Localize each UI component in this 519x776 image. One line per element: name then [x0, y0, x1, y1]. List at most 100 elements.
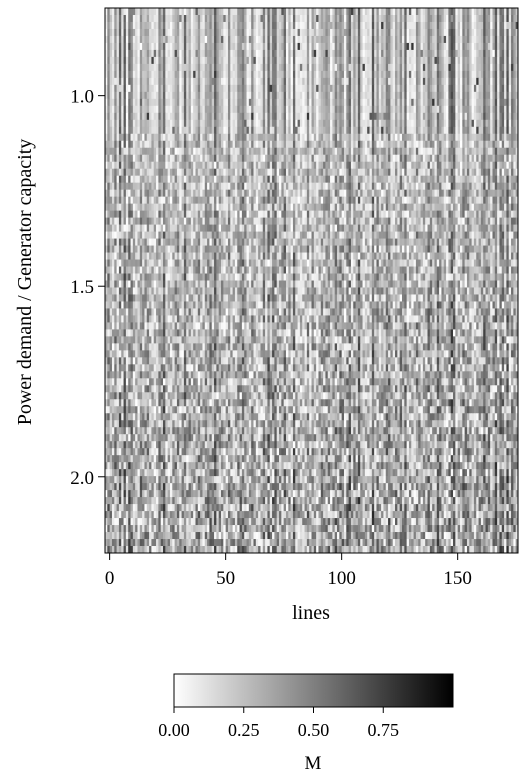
heatmap-cell	[401, 105, 405, 114]
heatmap-cell	[513, 8, 517, 16]
heatmap-cell	[269, 91, 273, 100]
heatmap-cell	[436, 154, 440, 163]
heatmap-cell	[392, 105, 396, 114]
heatmap-cell	[137, 91, 141, 100]
heatmap-cell	[429, 14, 433, 23]
heatmap-cell	[309, 182, 312, 191]
heatmap-cell	[411, 154, 414, 163]
heatmap-cell	[415, 168, 419, 177]
heatmap-cell	[227, 91, 231, 100]
heatmap-cell	[330, 56, 333, 65]
heatmap-cell	[381, 189, 384, 198]
heatmap-cell	[350, 175, 354, 184]
heatmap-cell	[388, 175, 391, 184]
heatmap-cell	[176, 168, 180, 177]
heatmap-cell	[383, 42, 387, 51]
heatmap-cell	[281, 140, 285, 149]
heatmap-cell	[376, 189, 380, 198]
heatmap-cell	[274, 182, 278, 191]
heatmap-cell	[297, 133, 301, 142]
heatmap-cell	[299, 35, 303, 44]
heatmap-cell	[457, 63, 461, 72]
heatmap-cell	[309, 189, 312, 198]
heatmap-cell	[469, 175, 472, 184]
heatmap-cell	[399, 133, 403, 142]
heatmap-cell	[221, 8, 224, 16]
heatmap-cell	[292, 189, 296, 198]
heatmap-cell	[471, 35, 475, 44]
heatmap-cell	[325, 84, 329, 93]
heatmap-cell	[397, 189, 401, 198]
heatmap-cell	[413, 168, 417, 177]
heatmap-cell	[392, 189, 396, 198]
heatmap-cell	[499, 147, 503, 156]
heatmap-cell	[490, 182, 493, 191]
heatmap-cell	[176, 147, 180, 156]
heatmap-cell	[323, 105, 326, 114]
heatmap-cell	[395, 8, 398, 16]
heatmap-cell	[462, 126, 466, 135]
heatmap-cell	[515, 168, 519, 177]
heatmap-cell	[483, 63, 486, 72]
heatmap-cell	[339, 140, 343, 149]
heatmap-cell	[172, 189, 176, 198]
heatmap-cell	[455, 91, 459, 100]
heatmap-cell	[125, 189, 129, 198]
heatmap-cell	[367, 98, 370, 107]
heatmap-cell	[353, 133, 356, 142]
heatmap-cell	[144, 175, 148, 184]
heatmap-cell	[156, 77, 159, 86]
heatmap-cell	[109, 63, 113, 72]
heatmap-cell	[432, 126, 435, 135]
heatmap-cell	[246, 70, 250, 79]
heatmap-cell	[455, 105, 459, 114]
heatmap-cell	[513, 84, 517, 93]
heatmap-cell	[209, 98, 213, 107]
heatmap-cell	[209, 14, 213, 23]
heatmap-cell	[399, 168, 403, 177]
heatmap-cell	[281, 21, 285, 30]
heatmap-cell	[459, 70, 463, 79]
heatmap-cell	[499, 189, 503, 198]
heatmap-cell	[504, 112, 507, 121]
heatmap-cell	[404, 42, 408, 51]
heatmap-cell	[265, 70, 268, 79]
heatmap-cell	[216, 28, 220, 37]
heatmap-cell	[471, 70, 475, 79]
heatmap-cell	[176, 28, 180, 37]
heatmap-cell	[218, 91, 222, 100]
heatmap-cell	[399, 126, 403, 135]
heatmap-cell	[230, 14, 234, 23]
heatmap-cell	[116, 70, 120, 79]
heatmap-cell	[408, 147, 412, 156]
heatmap-cell	[413, 175, 417, 184]
heatmap-cell	[332, 63, 336, 72]
heatmap-cell	[434, 196, 438, 205]
heatmap-cell	[388, 35, 391, 44]
heatmap-cell	[225, 8, 229, 16]
heatmap-cell	[309, 77, 312, 86]
heatmap-cell	[209, 105, 213, 114]
heatmap-cell	[388, 196, 391, 205]
heatmap-cell	[357, 28, 361, 37]
heatmap-cell	[432, 161, 435, 170]
heatmap-cell	[225, 28, 229, 37]
heatmap-cell	[478, 175, 482, 184]
heatmap-cell	[492, 147, 496, 156]
heatmap-cell	[281, 28, 285, 37]
heatmap-cell	[174, 21, 178, 30]
heatmap-cell	[209, 175, 213, 184]
heatmap-cell	[459, 126, 463, 135]
heatmap-cell	[341, 77, 345, 86]
heatmap-cell	[346, 84, 350, 93]
heatmap-cell	[269, 119, 273, 128]
heatmap-cell	[478, 189, 482, 198]
heatmap-cell	[130, 56, 134, 65]
heatmap-cell	[204, 147, 208, 156]
heatmap-cell	[332, 161, 336, 170]
heatmap-cell	[116, 49, 120, 58]
heatmap-cell	[341, 49, 345, 58]
heatmap-cell	[337, 175, 340, 184]
heatmap-cell	[420, 70, 424, 79]
heatmap-cell	[167, 49, 171, 58]
